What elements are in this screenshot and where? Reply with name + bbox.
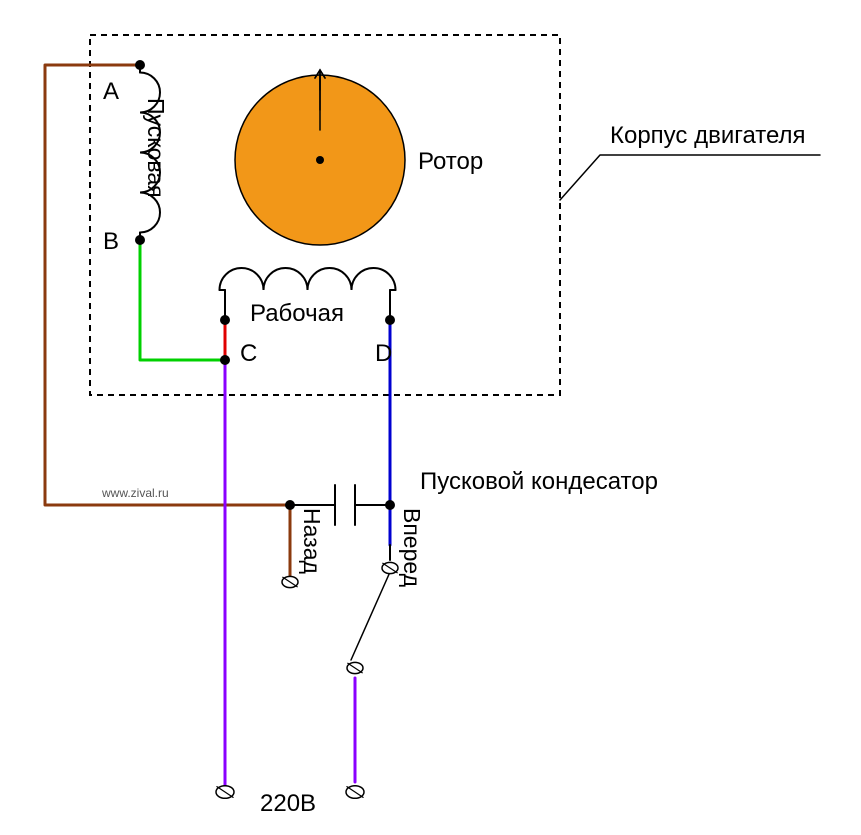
terminal-d-label: D — [375, 340, 392, 368]
run-winding-label: Рабочая — [250, 300, 344, 328]
back-label: Назад — [298, 508, 325, 574]
forward-label: Вперед — [398, 508, 425, 587]
diagram-canvas: Корпус двигателя Ротор Пусковая Рабочая … — [0, 0, 861, 835]
mains-label: 220В — [260, 790, 316, 818]
watermark-label: www.zival.ru — [102, 486, 169, 500]
capacitor-label: Пусковой кондесатор — [420, 468, 658, 496]
terminal-c-label: C — [240, 340, 257, 368]
terminal-a-label: A — [103, 78, 119, 106]
motor-box-label: Корпус двигателя — [610, 122, 806, 150]
start-winding-label: Пусковая — [142, 98, 169, 198]
rotor-label: Ротор — [418, 148, 483, 176]
terminal-b-label: B — [103, 228, 119, 256]
